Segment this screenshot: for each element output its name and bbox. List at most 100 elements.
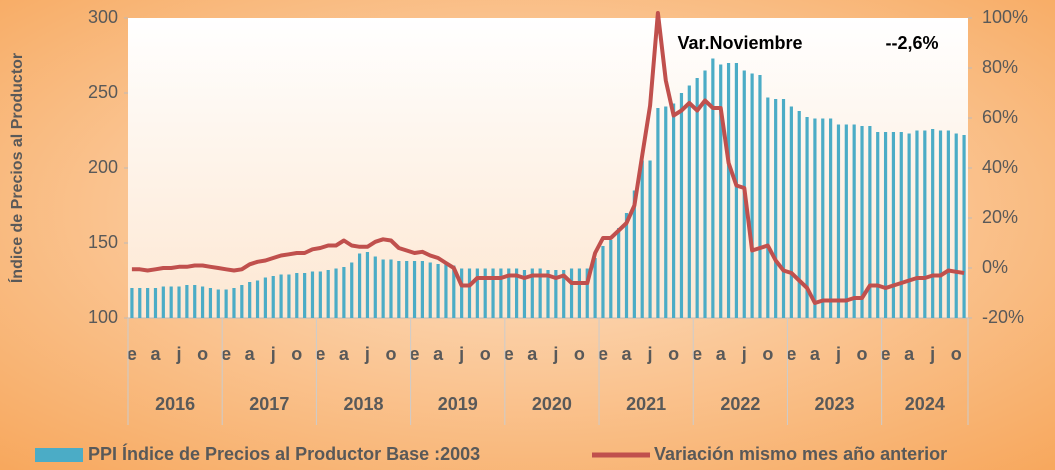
x-tick-label: a xyxy=(716,344,727,364)
y-axis-title: Índice de Precios al Productor xyxy=(7,53,26,283)
bar xyxy=(444,262,448,318)
year-label: 2019 xyxy=(438,394,478,414)
x-tick-label: j xyxy=(929,344,935,364)
bar xyxy=(923,130,927,318)
bar xyxy=(946,130,950,318)
x-tick-label: a xyxy=(621,344,632,364)
x-tick-label: j xyxy=(458,344,464,364)
year-label: 2024 xyxy=(905,394,945,414)
bar xyxy=(789,106,793,318)
bar xyxy=(648,160,652,318)
bar xyxy=(844,124,848,318)
plot-area xyxy=(128,18,968,318)
bar xyxy=(931,129,935,318)
bar xyxy=(530,268,534,318)
year-label: 2021 xyxy=(626,394,666,414)
bar xyxy=(868,126,872,318)
x-tick-label: o xyxy=(762,344,773,364)
x-tick-label: e xyxy=(221,344,231,364)
bar xyxy=(169,286,173,318)
y2-tick-label: 40% xyxy=(982,157,1018,177)
bar xyxy=(569,268,574,318)
bar xyxy=(703,70,707,318)
bar xyxy=(475,268,479,318)
bar xyxy=(161,286,165,318)
bar xyxy=(813,118,817,318)
bar xyxy=(577,268,582,318)
legend-label: Variación mismo mes año anterior xyxy=(654,444,947,464)
x-tick-label: j xyxy=(270,344,276,364)
bar xyxy=(797,111,801,318)
bar xyxy=(130,288,134,318)
bar xyxy=(460,268,464,318)
bar xyxy=(938,130,943,318)
x-tick-label: e xyxy=(315,344,325,364)
x-tick-label: j xyxy=(364,344,370,364)
bar xyxy=(295,273,299,318)
y-tick-label: 100 xyxy=(88,307,118,327)
x-tick-label: e xyxy=(410,344,420,364)
year-label: 2022 xyxy=(720,394,760,414)
annotation-value: --2,6% xyxy=(885,33,938,53)
bar xyxy=(420,261,424,318)
bar xyxy=(303,273,307,318)
bar xyxy=(805,117,809,318)
bar xyxy=(326,270,330,318)
bar xyxy=(138,288,142,318)
bar xyxy=(224,289,228,318)
y-tick-label: 200 xyxy=(88,157,118,177)
bar xyxy=(342,267,346,318)
legend-swatch xyxy=(35,448,83,462)
bar xyxy=(248,282,252,318)
bar xyxy=(357,253,362,318)
x-tick-label: o xyxy=(857,344,868,364)
bar xyxy=(216,289,220,318)
bar xyxy=(499,268,503,318)
x-tick-label: j xyxy=(647,344,653,364)
year-label: 2020 xyxy=(532,394,572,414)
x-tick-label: j xyxy=(552,344,558,364)
x-tick-label: a xyxy=(904,344,915,364)
bar xyxy=(899,132,903,318)
bar xyxy=(734,63,739,318)
bar xyxy=(514,268,519,318)
bar xyxy=(467,268,472,318)
bar xyxy=(915,130,919,318)
bar xyxy=(381,259,385,318)
bar xyxy=(672,103,676,318)
bar xyxy=(310,271,315,318)
bar xyxy=(664,106,668,318)
bar xyxy=(632,190,636,318)
x-tick-label: o xyxy=(385,344,396,364)
line xyxy=(131,11,965,305)
bar xyxy=(177,286,181,318)
bar xyxy=(852,124,856,318)
x-tick-label: e xyxy=(692,344,702,364)
bar xyxy=(263,277,267,318)
x-tick-label: e xyxy=(786,344,796,364)
bar xyxy=(883,132,888,318)
bar xyxy=(193,285,197,318)
x-tick-label: o xyxy=(480,344,491,364)
bar xyxy=(829,118,833,318)
x-tick-label: o xyxy=(951,344,962,364)
x-tick-label: e xyxy=(598,344,608,364)
bar xyxy=(640,160,644,318)
bar xyxy=(758,75,762,318)
bar xyxy=(412,261,417,318)
bar xyxy=(271,276,275,318)
bar xyxy=(781,99,786,318)
x-tick-label: o xyxy=(574,344,585,364)
bar xyxy=(287,274,291,318)
bar xyxy=(687,85,691,318)
bar xyxy=(334,268,338,318)
bar xyxy=(397,261,401,318)
bar xyxy=(279,274,283,318)
bar xyxy=(719,64,723,318)
x-tick-label: j xyxy=(741,344,747,364)
bar xyxy=(774,99,778,318)
x-tick-label: a xyxy=(339,344,350,364)
y-tick-label: 250 xyxy=(88,82,118,102)
bar xyxy=(624,213,629,318)
bar xyxy=(146,288,150,318)
